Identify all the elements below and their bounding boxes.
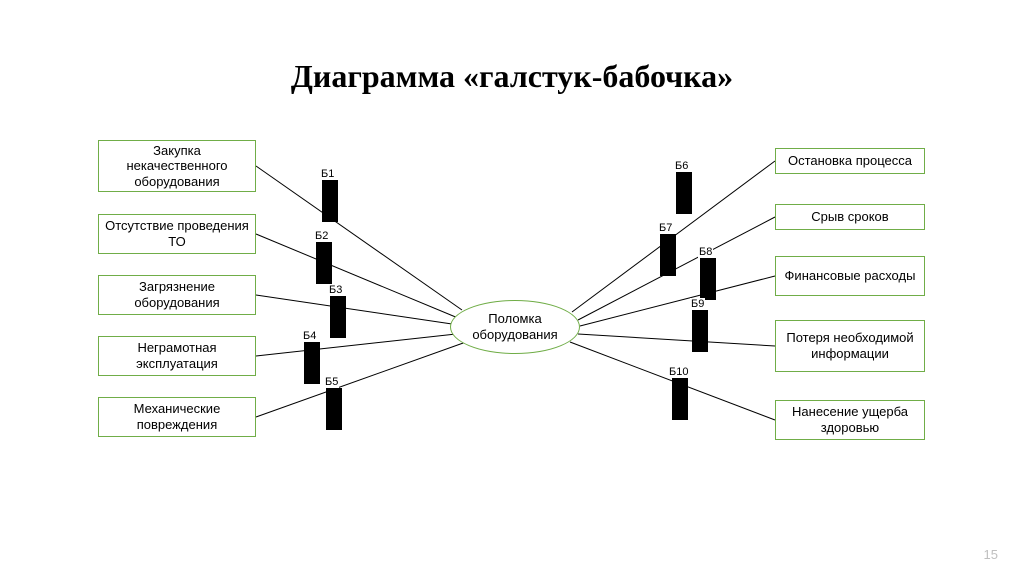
barrier-label-B1: Б1 (320, 168, 335, 180)
barrier-label-B9: Б9 (690, 298, 705, 310)
bowtie-diagram: Поломка оборудования Закупка некачественн… (0, 120, 1024, 540)
barrier-label-B10: Б10 (668, 366, 689, 378)
page-number: 15 (984, 547, 998, 562)
barrier-label-B6: Б6 (674, 160, 689, 172)
page-title: Диаграмма «галстук-бабочка» (0, 58, 1024, 95)
effect-box-R1: Остановка процесса (775, 148, 925, 174)
center-event: Поломка оборудования (450, 300, 580, 354)
barrier-label-B4: Б4 (302, 330, 317, 342)
barrier-label-B3: Б3 (328, 284, 343, 296)
barrier-B9 (692, 310, 708, 352)
barrier-label-B5: Б5 (324, 376, 339, 388)
barrier-B6 (676, 172, 692, 214)
effect-box-R2: Срыв сроков (775, 204, 925, 230)
barrier-B3 (330, 296, 346, 338)
barrier-label-B7: Б7 (658, 222, 673, 234)
barrier-B10 (672, 378, 688, 420)
cause-box-L1: Закупка некачественного оборудования (98, 140, 256, 192)
barrier-label-B8: Б8 (698, 246, 713, 258)
barrier-B7 (660, 234, 676, 276)
barrier-label-B2: Б2 (314, 230, 329, 242)
effect-box-R5: Нанесение ущерба здоровью (775, 400, 925, 440)
barrier-B2 (316, 242, 332, 284)
effect-box-R3: Финансовые расходы (775, 256, 925, 296)
cause-box-L4: Неграмотная эксплуатация (98, 336, 256, 376)
cause-box-L3: Загрязнение оборудования (98, 275, 256, 315)
cause-box-L2: Отсутствие проведения ТО (98, 214, 256, 254)
barrier-B4 (304, 342, 320, 384)
barrier-B8 (700, 258, 716, 300)
cause-box-L5: Механические повреждения (98, 397, 256, 437)
barrier-B5 (326, 388, 342, 430)
effect-box-R4: Потеря необходимой информации (775, 320, 925, 372)
barrier-B1 (322, 180, 338, 222)
